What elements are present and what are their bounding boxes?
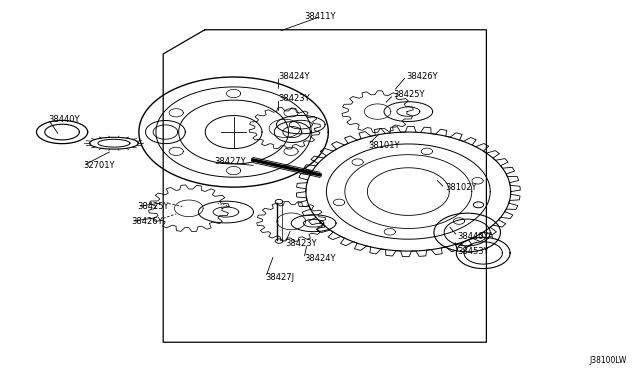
Text: 38427Y: 38427Y	[214, 157, 246, 166]
Text: 38427J: 38427J	[266, 273, 295, 282]
Text: 38102Y: 38102Y	[445, 183, 476, 192]
Text: J38100LW: J38100LW	[590, 356, 627, 365]
Text: 38440Y: 38440Y	[48, 115, 79, 124]
Text: 38101Y: 38101Y	[368, 141, 399, 150]
Text: 38411Y: 38411Y	[304, 12, 336, 21]
Text: 38423Y: 38423Y	[285, 239, 316, 248]
Text: 38426Y: 38426Y	[406, 72, 438, 81]
Text: 38425Y: 38425Y	[394, 90, 425, 99]
Text: 38423Y: 38423Y	[278, 94, 310, 103]
Text: 38440YA: 38440YA	[458, 232, 494, 241]
Text: 38425Y: 38425Y	[138, 202, 169, 211]
Text: 38424Y: 38424Y	[278, 72, 310, 81]
Text: 32701Y: 32701Y	[83, 161, 115, 170]
Text: 38424Y: 38424Y	[304, 254, 335, 263]
Text: 38426Y: 38426Y	[131, 217, 163, 226]
Text: 38453Y: 38453Y	[458, 247, 489, 256]
